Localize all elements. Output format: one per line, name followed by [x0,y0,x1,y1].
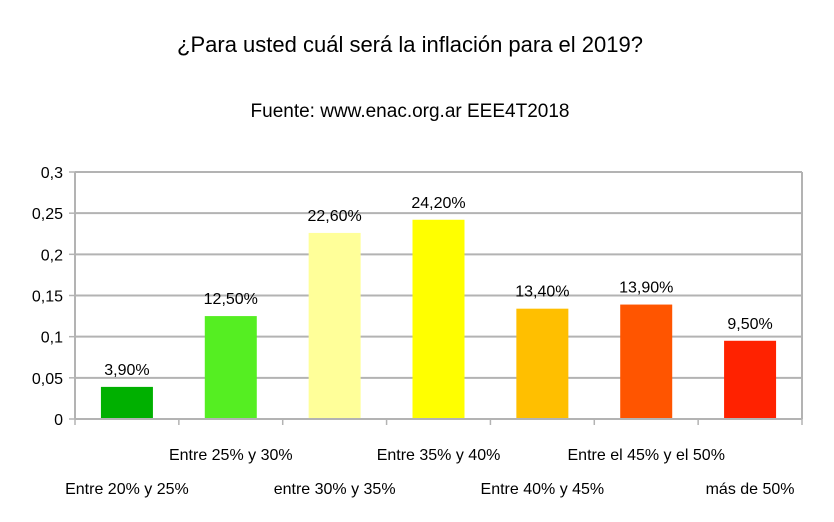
bar [204,316,257,419]
y-tick-label: 0,15 [32,289,63,306]
bar [724,340,777,419]
y-tick-label: 0,25 [32,206,63,223]
x-category-label: más de 50% [706,481,795,498]
x-category-label: Entre 20% y 25% [65,481,189,498]
bar [412,219,465,419]
bar [308,232,361,419]
x-category-label: Entre el 45% y el 50% [568,447,725,464]
axes [74,172,803,425]
y-tick-label: 0 [54,412,63,429]
category-labels: Entre 20% y 25% Entre 25% y 30% entre 30% … [65,447,794,498]
data-label: 22,60% [308,208,362,225]
chart-title: ¿Para usted cuál será la inflación para … [177,32,643,57]
x-category-label: Entre 25% y 30% [169,447,293,464]
x-category-label: Entre 35% y 40% [377,447,501,464]
x-category-label: Entre 40% y 45% [481,481,605,498]
bar [620,304,673,419]
y-axis-ticks: 0 0,05 0,1 0,15 0,2 0,25 0,3 [32,165,63,429]
data-label: 24,20% [411,195,465,212]
data-label: 13,90% [619,280,673,297]
data-label: 3,90% [104,362,149,379]
y-tick-label: 0,3 [41,165,63,182]
y-tick-label: 0,2 [41,247,63,264]
y-tick-label: 0,1 [41,330,63,347]
bars [100,219,777,419]
chart-subtitle: Fuente: www.enac.org.ar EEE4T2018 [251,101,570,122]
data-labels: 3,90% 12,50% 22,60% 24,20% 13,40% 13,90% 9,50% [104,195,773,379]
bar [516,308,569,419]
x-category-label: entre 30% y 35% [274,481,396,498]
data-label: 9,50% [727,316,772,333]
data-label: 12,50% [204,291,258,308]
y-tick-label: 0,05 [32,371,63,388]
bar [100,386,153,419]
data-label: 13,40% [515,284,569,301]
